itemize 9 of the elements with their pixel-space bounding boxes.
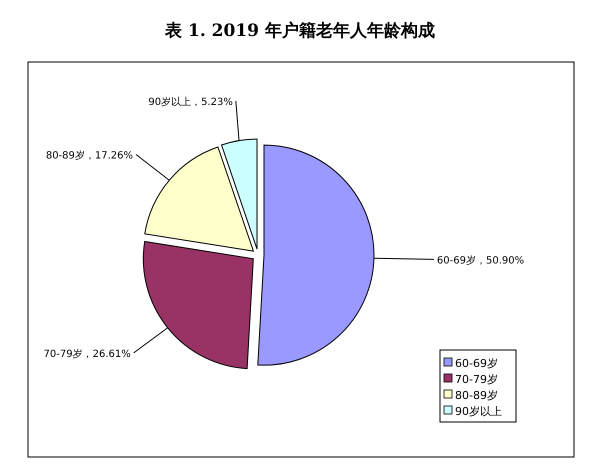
data-label: 70-79岁，26.61%: [44, 348, 131, 360]
chart-title: 表 1. 2019 年户籍老年人年龄构成: [164, 21, 435, 41]
data-label: 60-69岁，50.90%: [436, 254, 524, 266]
data-label: 90岁以上，5.23%: [148, 96, 233, 108]
data-label: 80-89岁，17.26%: [46, 150, 134, 162]
legend-label: 90岁以上: [455, 405, 502, 418]
legend-label: 70-79岁: [455, 373, 498, 386]
legend-label: 80-89岁: [455, 389, 498, 402]
legend-label: 60-69岁: [455, 357, 498, 370]
